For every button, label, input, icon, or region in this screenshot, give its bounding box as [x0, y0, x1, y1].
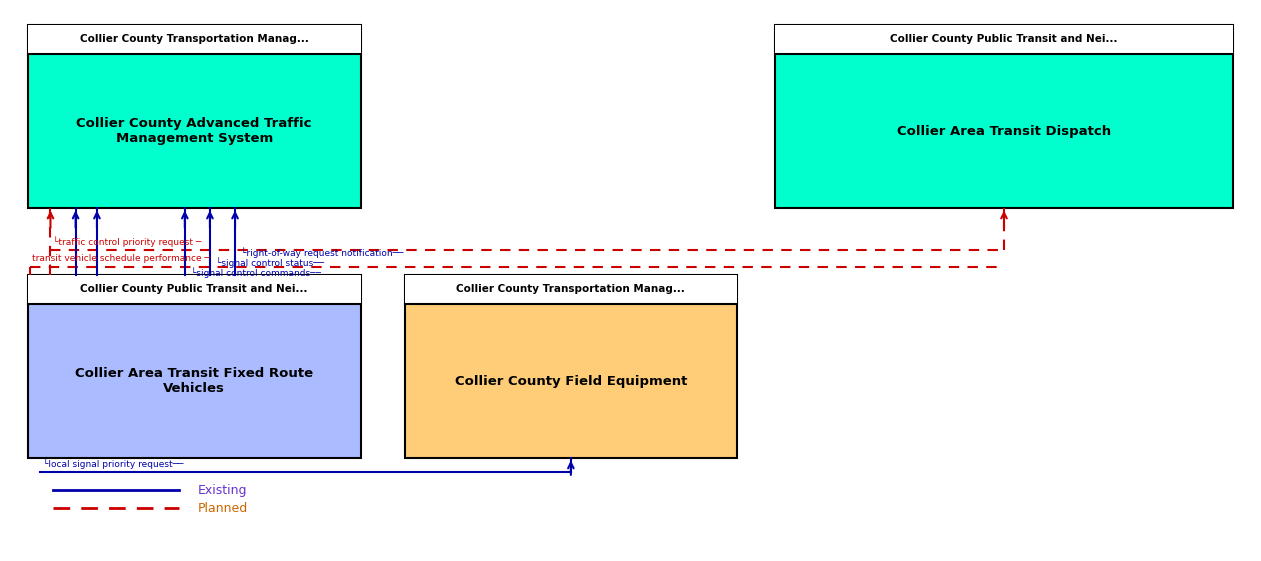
Text: └signal control commands──: └signal control commands──: [192, 268, 322, 278]
Text: Collier County Public Transit and Nei...: Collier County Public Transit and Nei...: [890, 34, 1117, 44]
Bar: [405, 275, 738, 458]
Bar: [28, 275, 361, 458]
Text: └traffic control priority request ─: └traffic control priority request ─: [53, 236, 202, 247]
Bar: [774, 25, 1233, 54]
Text: Collier County Transportation Manag...: Collier County Transportation Manag...: [79, 34, 309, 44]
Bar: [405, 275, 738, 304]
Text: Collier Area Transit Dispatch: Collier Area Transit Dispatch: [897, 125, 1111, 137]
Text: └right-of-way request notification──: └right-of-way request notification──: [241, 247, 404, 258]
Bar: [28, 25, 361, 54]
Text: Collier Area Transit Fixed Route
Vehicles: Collier Area Transit Fixed Route Vehicle…: [76, 367, 313, 395]
Text: Collier County Field Equipment: Collier County Field Equipment: [455, 375, 687, 388]
Bar: [774, 25, 1233, 208]
Text: transit vehicle schedule performance ─: transit vehicle schedule performance ─: [32, 254, 209, 263]
Text: Collier County Transportation Manag...: Collier County Transportation Manag...: [456, 284, 685, 295]
Bar: [28, 25, 361, 208]
Bar: [28, 275, 361, 304]
Text: └signal control status──: └signal control status──: [216, 257, 324, 268]
Text: Existing: Existing: [198, 484, 247, 497]
Text: └local signal priority request──: └local signal priority request──: [43, 458, 183, 470]
Text: Collier County Advanced Traffic
Management System: Collier County Advanced Traffic Manageme…: [77, 117, 311, 145]
Text: Collier County Public Transit and Nei...: Collier County Public Transit and Nei...: [81, 284, 308, 295]
Text: Planned: Planned: [198, 502, 247, 515]
